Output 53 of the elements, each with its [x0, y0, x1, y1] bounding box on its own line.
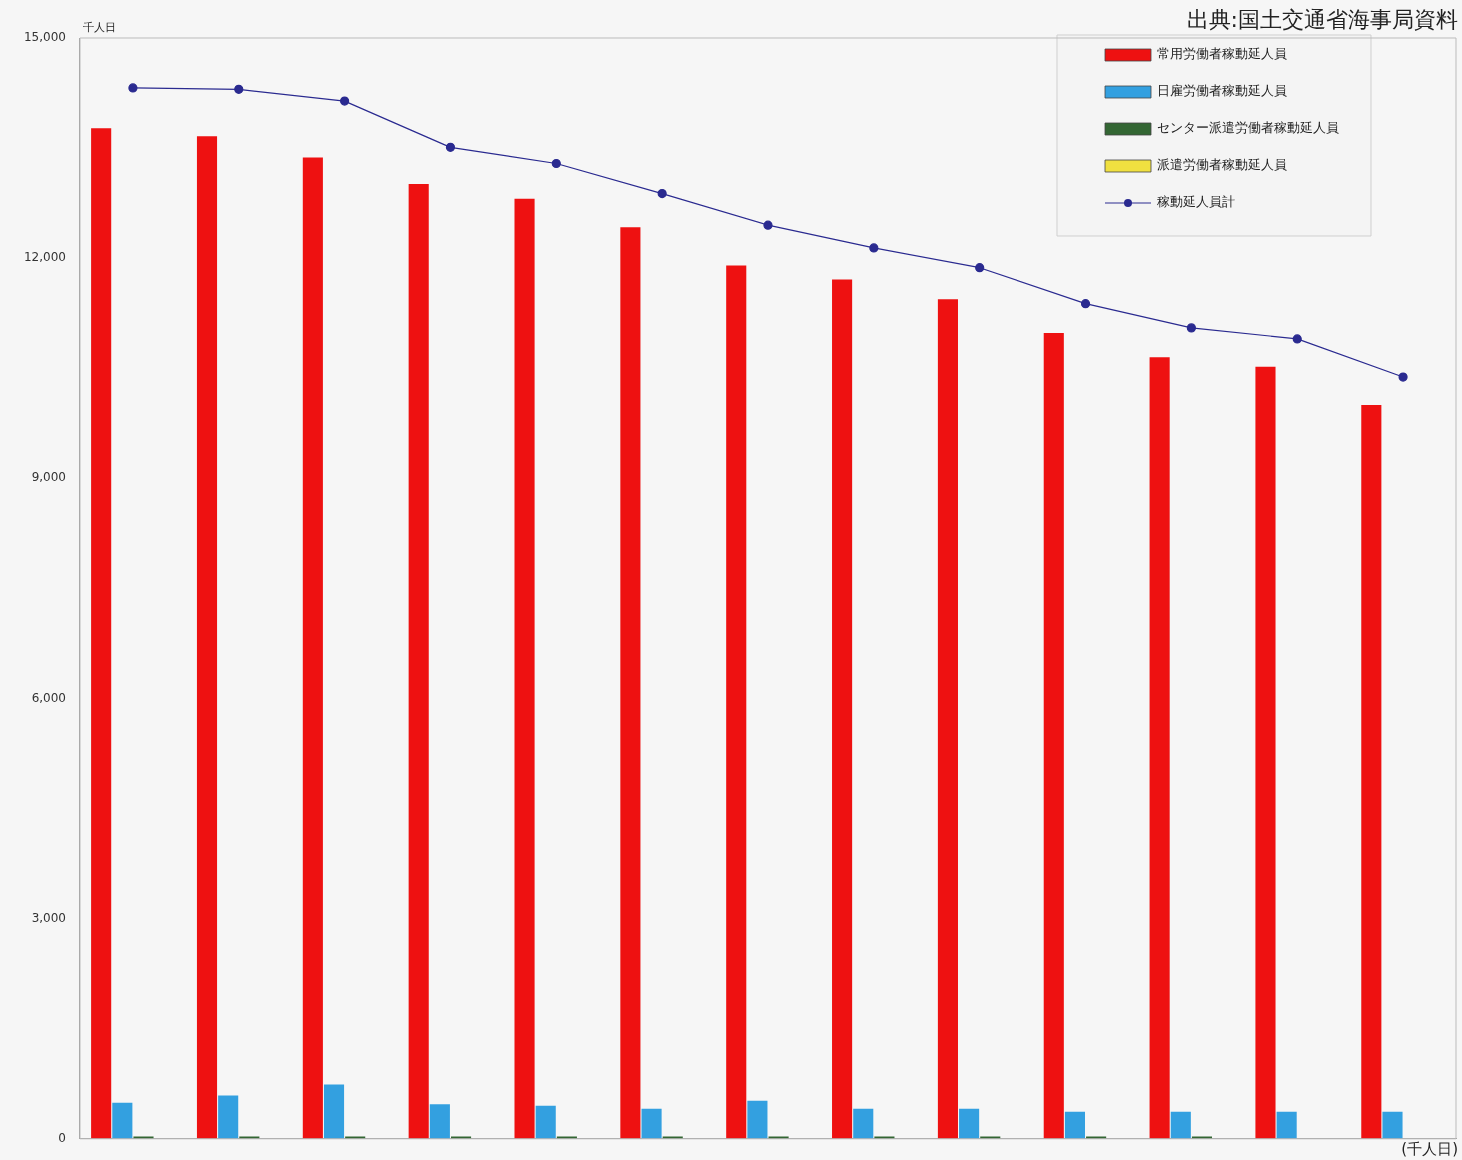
- bar: [747, 1100, 768, 1139]
- bar: [1064, 1111, 1086, 1139]
- point: [975, 263, 985, 273]
- point: [445, 142, 456, 152]
- bar: [726, 265, 747, 1139]
- bar: [1361, 404, 1382, 1139]
- point: [340, 96, 350, 106]
- bar: [514, 198, 535, 1139]
- bar: [196, 136, 218, 1139]
- point: [1292, 334, 1302, 344]
- bar: [853, 1108, 874, 1139]
- bar: [1043, 333, 1064, 1139]
- bar: [218, 1095, 239, 1139]
- point: [657, 188, 667, 199]
- bar: [91, 128, 112, 1139]
- bar: [535, 1105, 556, 1139]
- point: [763, 220, 773, 230]
- legend-label: 稼動延人員計: [1157, 194, 1235, 210]
- bar: [323, 1084, 345, 1139]
- bar: [1170, 1111, 1191, 1139]
- y-tick-label: 9,000: [31, 470, 66, 485]
- x-axis-title: (千人日): [1401, 1140, 1458, 1159]
- y-tick-label: 0: [58, 1130, 66, 1145]
- point: [1080, 299, 1091, 309]
- bar: [429, 1104, 450, 1139]
- legend-label: 日雇労働者稼動延人員: [1157, 83, 1287, 99]
- y-tick-label: 12,000: [23, 250, 66, 265]
- bar: [302, 157, 323, 1139]
- bar: [1255, 366, 1276, 1139]
- bar: [959, 1108, 980, 1139]
- legend-label: 常用労働者稼動延人員: [1157, 46, 1287, 62]
- y-axis-title: 千人日: [83, 21, 117, 35]
- bar: [1382, 1111, 1403, 1139]
- bar: [641, 1108, 662, 1139]
- y-tick-label: 6,000: [31, 690, 66, 705]
- bar: [937, 299, 958, 1139]
- point: [1186, 323, 1196, 333]
- point: [128, 83, 138, 93]
- source-note: 出典:国土交通省海事局資料: [1186, 6, 1458, 32]
- point: [551, 158, 561, 169]
- point: [869, 243, 879, 253]
- legend-label: 派遣労働者稼動延人員: [1157, 157, 1287, 173]
- bar: [832, 279, 853, 1139]
- legend-label: センター派遣労働者稼動延人員: [1157, 120, 1339, 136]
- point: [234, 84, 244, 94]
- bar: [620, 227, 641, 1139]
- bar: [112, 1102, 133, 1139]
- y-tick-label: 15,000: [23, 30, 66, 45]
- point: [1398, 372, 1408, 382]
- bar: [1276, 1111, 1297, 1139]
- y-tick-label: 3,000: [31, 910, 66, 925]
- bar: [1149, 357, 1170, 1139]
- bar: [408, 184, 429, 1139]
